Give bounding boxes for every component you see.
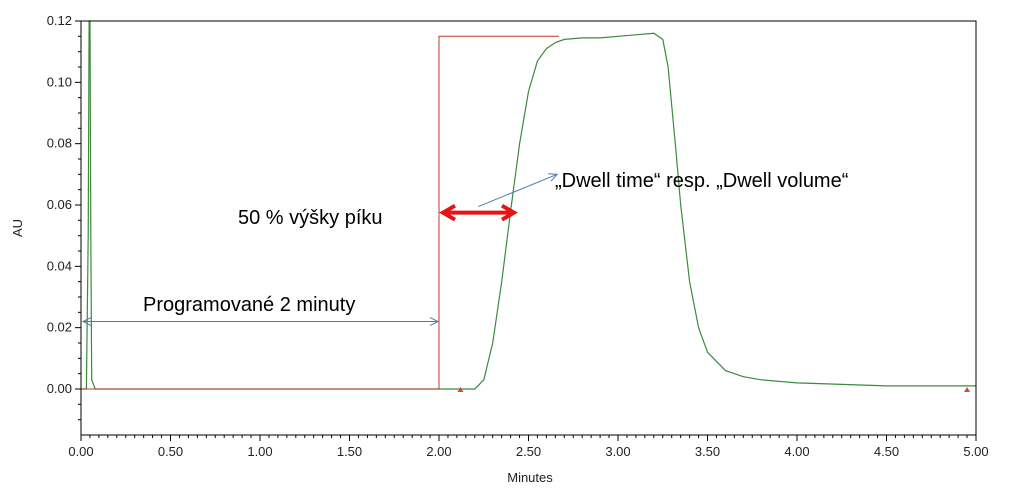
x-tick-label-3: 1.50 [337,444,362,459]
y-tick-label-3: 0.06 [47,197,72,212]
plot-area-frame [80,20,977,436]
series-measured-response-line [81,20,976,390]
x-tick-label-10: 5.00 [963,444,988,459]
y-tick-label-2: 0.04 [47,258,72,273]
programmed-arrow-head-left [81,317,92,326]
y-axis-ticks: 0.00 0.02 0.04 0.06 0.08 0.10 0.12 [47,13,81,421]
y-tick-label-1: 0.02 [47,320,72,335]
x-axis-ticks: 0.00 0.50 1.00 1.50 2.00 2.50 3.00 3.50 4.00 4.50… [68,435,989,459]
baseline-marker-1 [964,387,971,392]
x-tick-label-5: 2.50 [516,444,541,459]
dwell-arrow-head-right [500,203,518,222]
dwell-label: „Dwell time“ resp. „Dwell volume“ [555,170,848,192]
y-axis-title: AU [10,219,25,237]
y-tick-label-6: 0.12 [47,13,72,28]
annotation-layer: „Dwell time“ resp. „Dwell volume“ 50 % v… [81,170,848,326]
y-tick-label-0: 0.00 [47,381,72,396]
y-tick-label-4: 0.08 [47,136,72,151]
x-tick-label-8: 4.00 [784,444,809,459]
x-tick-label-9: 4.50 [874,444,899,459]
y-tick-label-5: 0.10 [47,74,72,89]
x-tick-label-1: 0.50 [158,444,183,459]
x-tick-label-6: 3.00 [605,444,630,459]
x-tick-label-4: 2.00 [426,444,451,459]
series-programmed-gradient-line [81,35,559,390]
marker-layer [457,387,971,392]
baseline-marker-0 [457,387,464,392]
dwell-pointer-arrow [478,173,558,207]
x-tick-label-2: 1.00 [247,444,272,459]
series-layer [81,20,976,390]
dwell-arrow-head-left [439,203,457,222]
x-axis-title: Minutes [507,470,553,485]
programmed-label: Programované 2 minuty [143,294,355,316]
peak-height-label: 50 % výšky píku [238,207,383,229]
x-tick-label-7: 3.50 [695,444,720,459]
x-tick-label-0: 0.00 [68,444,93,459]
dwell-pointer-arrow-head [548,173,559,182]
programmed-arrow-head-right [429,317,440,326]
